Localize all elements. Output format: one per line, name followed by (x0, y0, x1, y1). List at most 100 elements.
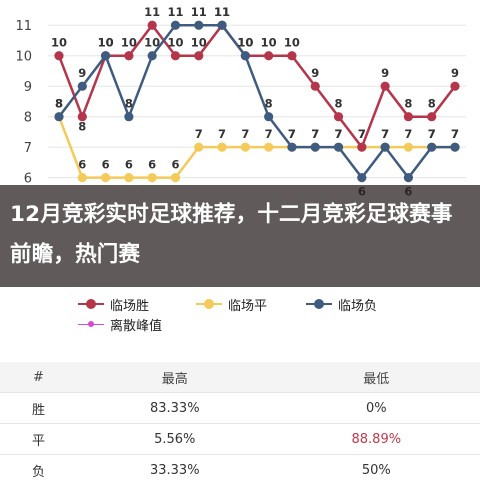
data-point (404, 173, 413, 182)
data-point (78, 82, 87, 91)
row-low: 88.89% (273, 424, 480, 455)
data-point (427, 112, 436, 121)
data-label: 7 (288, 127, 296, 141)
data-point (54, 112, 63, 121)
data-label: 7 (311, 127, 319, 141)
odds-table: # 最高 最低 胜 83.33% 0% 平 5.56% 88.89% 负 33.… (0, 362, 480, 485)
data-point (194, 21, 203, 30)
data-label: 7 (241, 127, 249, 141)
data-point (241, 143, 250, 152)
legend-item-draw: 临场平 (196, 294, 267, 314)
row-high: 5.56% (77, 424, 273, 455)
data-label: 10 (51, 36, 67, 50)
data-point (171, 173, 180, 182)
legend-item-loss: 临场负 (306, 294, 377, 314)
chart-legend: 临场胜 临场平 临场负 离散峰值 (78, 288, 458, 340)
data-label: 7 (428, 127, 436, 141)
legend-swatch-win (78, 297, 104, 311)
data-point (171, 51, 180, 60)
data-point (124, 112, 133, 121)
data-label: 6 (78, 158, 86, 172)
legend-swatch-loss (306, 297, 332, 311)
data-label: 10 (191, 36, 207, 50)
data-point (450, 143, 459, 152)
data-point (334, 143, 343, 152)
row-high: 33.33% (77, 455, 273, 485)
data-label: 9 (451, 66, 459, 80)
table-header-row: # 最高 最低 (0, 362, 480, 393)
data-label: 8 (335, 97, 343, 111)
legend-label-peak: 离散峰值 (110, 315, 162, 334)
data-label: 7 (358, 127, 366, 141)
data-point (427, 143, 436, 152)
data-label: 11 (144, 5, 160, 19)
data-point (311, 82, 320, 91)
y-tick-label: 7 (24, 141, 32, 156)
legend-swatch-draw (196, 297, 222, 311)
data-point (148, 51, 157, 60)
data-label: 10 (144, 36, 160, 50)
data-label: 8 (78, 120, 86, 134)
data-point (311, 143, 320, 152)
data-point (124, 51, 133, 60)
data-point (148, 173, 157, 182)
data-label: 8 (265, 97, 273, 111)
data-label: 6 (148, 158, 156, 172)
data-label: 7 (381, 127, 389, 141)
data-point (404, 143, 413, 152)
data-label: 8 (404, 97, 412, 111)
data-label: 10 (121, 36, 137, 50)
data-point (148, 21, 157, 30)
data-label: 10 (167, 36, 183, 50)
data-point (381, 82, 390, 91)
data-label: 6 (171, 158, 179, 172)
legend-item-peak: 离散峰值 (78, 314, 162, 334)
data-label: 7 (218, 127, 226, 141)
data-point (357, 143, 366, 152)
data-point (194, 143, 203, 152)
headline-title[interactable]: 12月竞彩实时足球推荐，十二月竞彩足球赛事前瞻，热门赛 (10, 195, 470, 275)
table-header-high: 最高 (77, 362, 273, 393)
data-label: 9 (381, 66, 389, 80)
data-point (241, 51, 250, 60)
y-tick-label: 11 (15, 19, 32, 34)
row-high: 83.33% (77, 393, 273, 424)
data-point (171, 21, 180, 30)
legend-item-win: 临场胜 (78, 294, 149, 314)
data-label: 10 (284, 36, 300, 50)
table-row: 平 5.56% 88.89% (0, 424, 480, 455)
data-point (217, 21, 226, 30)
y-tick-label: 9 (24, 80, 32, 95)
data-point (217, 143, 226, 152)
data-point (287, 143, 296, 152)
data-label: 7 (195, 127, 203, 141)
data-point (101, 173, 110, 182)
data-label: 9 (311, 66, 319, 80)
data-point (404, 112, 413, 121)
data-label: 9 (78, 66, 86, 80)
data-point (78, 173, 87, 182)
data-label: 7 (265, 127, 273, 141)
data-label: 11 (214, 5, 230, 19)
row-label: 平 (0, 424, 77, 455)
data-label: 8 (55, 97, 63, 111)
data-label: 6 (125, 158, 133, 172)
row-low: 0% (273, 393, 480, 424)
data-point (357, 173, 366, 182)
legend-label-win: 临场胜 (110, 295, 149, 314)
table-row: 负 33.33% 50% (0, 455, 480, 485)
row-label: 负 (0, 455, 77, 485)
data-label: 11 (191, 5, 207, 19)
data-point (54, 51, 63, 60)
data-point (287, 51, 296, 60)
data-point (334, 112, 343, 121)
data-label: 10 (261, 36, 277, 50)
y-tick-label: 10 (15, 50, 32, 65)
headline-banner[interactable]: 12月竞彩实时足球推荐，十二月竞彩足球赛事前瞻，热门赛 (0, 185, 480, 287)
data-point (264, 143, 273, 152)
data-point (381, 143, 390, 152)
data-point (101, 51, 110, 60)
data-label: 7 (335, 127, 343, 141)
data-label: 7 (451, 127, 459, 141)
